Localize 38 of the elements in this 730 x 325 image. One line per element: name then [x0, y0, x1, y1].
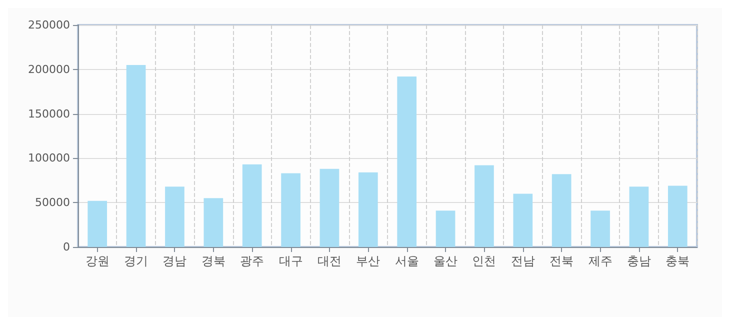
- bar: [513, 194, 533, 247]
- x-tick-label: 경기: [124, 254, 148, 268]
- x-tick-label: 인천: [472, 254, 496, 268]
- bar: [165, 186, 184, 247]
- x-tick-label: 전북: [550, 254, 574, 268]
- bar: [126, 64, 146, 247]
- bar: [552, 174, 572, 247]
- y-tick-label: 0: [63, 240, 70, 254]
- x-tick-label: 서울: [394, 254, 419, 268]
- x-tick-label: 전남: [510, 254, 535, 268]
- y-tick-label: 50000: [35, 196, 70, 210]
- x-tick-label: 광주: [240, 254, 264, 268]
- x-tick-label: 경북: [201, 254, 226, 268]
- x-tick-label: 울산: [434, 254, 458, 268]
- bar: [88, 200, 108, 247]
- y-tick-label: 200000: [28, 62, 70, 76]
- bar: [629, 186, 649, 247]
- bar: [668, 186, 688, 247]
- y-tick-label: 100000: [28, 152, 70, 165]
- x-tick-label: 충북: [666, 254, 690, 268]
- bar: [590, 210, 610, 247]
- x-tick-label: 대구: [278, 254, 303, 268]
- y-tick-label: 250000: [28, 18, 70, 32]
- bar: [474, 165, 494, 247]
- y-tick-label: 150000: [28, 107, 70, 120]
- x-tick-label: 부산: [356, 254, 380, 268]
- bar: [204, 198, 224, 247]
- bar: [436, 210, 456, 247]
- x-tick-label: 강원: [85, 254, 110, 268]
- x-tick-label: 충남: [626, 254, 651, 268]
- x-tick-label: 경남: [162, 254, 187, 268]
- bar: [358, 172, 378, 247]
- bar: [320, 168, 340, 247]
- bar: [242, 164, 262, 247]
- x-tick-label: 대전: [317, 254, 342, 268]
- x-tick-label: 제주: [588, 254, 612, 268]
- bar: [281, 173, 300, 247]
- bar: [397, 76, 417, 247]
